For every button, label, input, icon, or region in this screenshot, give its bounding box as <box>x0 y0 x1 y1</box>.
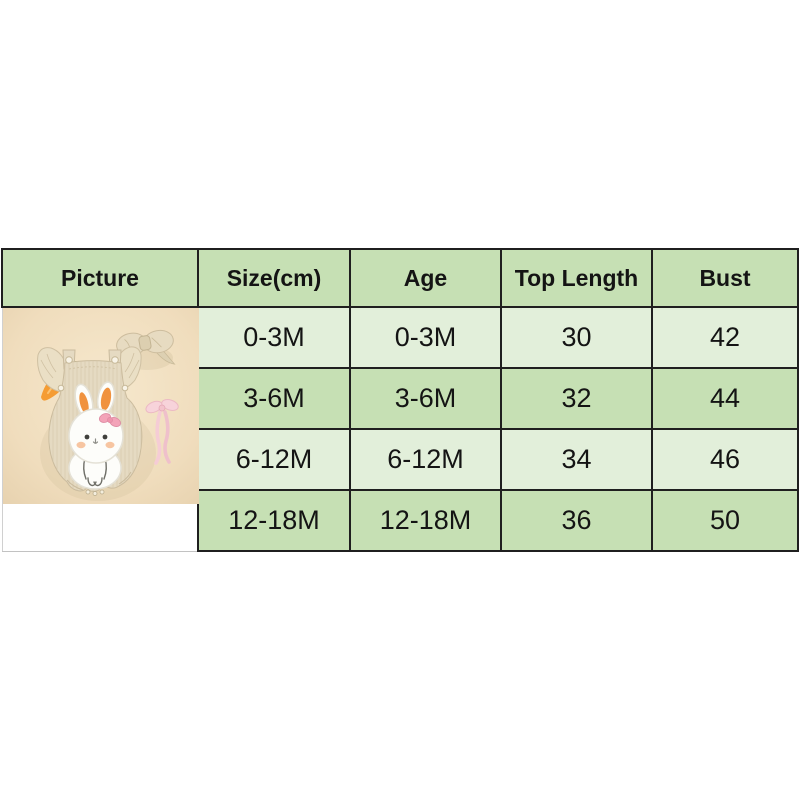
top-length-cell: 32 <box>500 367 653 430</box>
bunny-applique <box>67 381 124 490</box>
table-row: 3-6M 3-6M 32 44 <box>2 367 799 430</box>
column-header-top-length: Top Length <box>500 248 653 308</box>
top-length-cell: 30 <box>500 306 653 369</box>
button <box>121 384 128 392</box>
snap-button <box>92 491 97 496</box>
age-cell: 3-6M <box>349 367 502 430</box>
snap-button <box>85 489 90 495</box>
button <box>110 356 119 364</box>
table-body: 0-3M 0-3M 30 42 3-6M 3-6M 32 44 6-12M 6-… <box>1 306 799 552</box>
top-length-cell: 36 <box>500 489 653 552</box>
bust-cell: 50 <box>651 489 799 552</box>
bunny-head <box>67 408 124 464</box>
header-row: Picture Size(cm) Age Top Length Bust <box>1 248 799 308</box>
age-cell: 0-3M <box>349 306 502 369</box>
table-row: 6-12M 6-12M 34 46 <box>2 428 799 491</box>
column-header-age: Age <box>349 248 502 308</box>
column-header-picture: Picture <box>1 248 199 308</box>
age-cell: 12-18M <box>349 489 502 552</box>
bunny-bow-icon <box>98 413 121 427</box>
pink-ribbon-icon <box>144 399 179 465</box>
size-cell: 3-6M <box>197 367 351 430</box>
product-photo <box>2 308 199 504</box>
size-cell: 12-18M <box>197 489 351 552</box>
bunny-cheek <box>76 441 85 449</box>
size-chart-table: Picture Size(cm) Age Top Length Bust <box>1 248 799 552</box>
top-length-cell: 34 <box>500 428 653 491</box>
bust-cell: 44 <box>651 367 799 430</box>
table-row: 0-3M 0-3M 30 42 <box>1 306 799 552</box>
button <box>64 356 73 364</box>
button <box>57 384 64 392</box>
romper-flatlay-illustration <box>2 308 199 504</box>
snap-button <box>99 489 104 495</box>
table-row: 12-18M 12-18M 36 50 <box>2 489 799 552</box>
size-cell: 0-3M <box>197 306 351 369</box>
age-cell: 6-12M <box>349 428 502 491</box>
bunny-cheek <box>105 441 114 449</box>
table-header: Picture Size(cm) Age Top Length Bust <box>1 248 799 308</box>
column-header-bust: Bust <box>651 248 799 308</box>
product-photo-cell <box>1 306 199 552</box>
bust-cell: 42 <box>651 306 799 369</box>
size-cell: 6-12M <box>197 428 351 491</box>
left-ruffle <box>36 347 68 393</box>
bust-cell: 46 <box>651 428 799 491</box>
column-header-size: Size(cm) <box>197 248 351 308</box>
